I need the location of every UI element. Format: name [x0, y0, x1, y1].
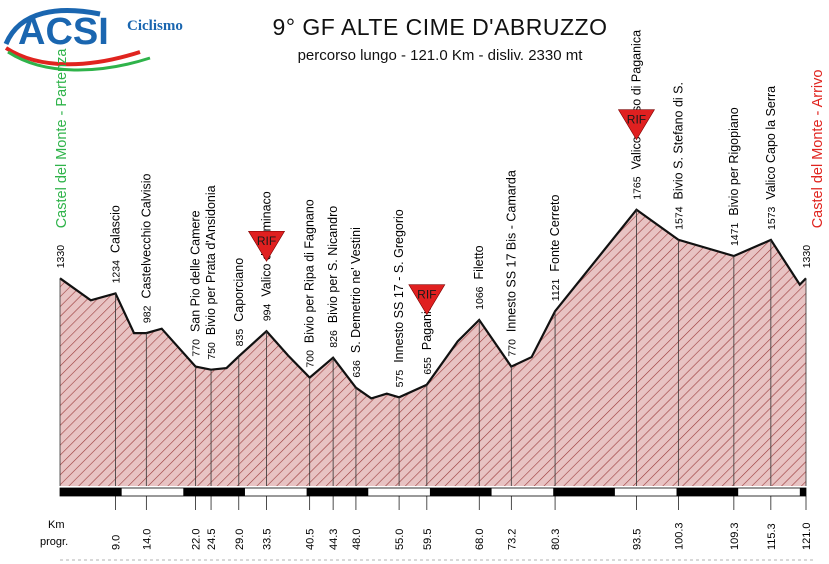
logo-tagline: Ciclismo — [127, 18, 183, 34]
waypoint-label: 1121Fonte Cerreto — [548, 194, 562, 301]
km-tick-label: 44.3 — [328, 529, 340, 550]
waypoint-label: 750Bivio per Prata d'Ansidonia — [204, 185, 218, 359]
scale-bar-segment — [183, 488, 245, 496]
km-tick-label: 121.0 — [801, 522, 813, 550]
waypoint-label: 655Paganica — [420, 298, 434, 375]
km-tick-label: 55.0 — [394, 529, 406, 550]
start-altitude: 1330 — [55, 245, 67, 269]
logo-swoosh-green — [7, 50, 151, 72]
waypoint-label: 1765Valico Fosso di Paganica — [629, 30, 643, 200]
logo-swoosh-red — [4, 46, 141, 67]
rif-label: RIF — [627, 113, 646, 127]
km-tick-label: 33.5 — [262, 529, 274, 550]
logo-text: ACSI — [18, 11, 109, 53]
finish-label: Castel del Monte - Arrivo — [810, 70, 826, 229]
rif-marker — [248, 230, 286, 262]
profile-area — [60, 209, 806, 486]
km-label: Km — [48, 519, 65, 531]
waypoint-label: 636S. Demetrio ne' Vestini — [349, 227, 363, 378]
scale-bar-segment — [306, 488, 369, 496]
km-tick-label: 22.0 — [191, 529, 203, 550]
logo-swoosh-blue — [3, 7, 101, 46]
scale-bar-segment — [553, 488, 615, 496]
finish-altitude: 1330 — [801, 245, 813, 269]
waypoint-label: 1234Calascio — [108, 205, 122, 283]
scale-bar-segment — [429, 488, 492, 496]
km-tick-label: 14.0 — [141, 529, 153, 550]
waypoint-label: 770Innesto SS 17 Bis - Camarda — [504, 170, 518, 356]
waypoint-label: 826Bivio per S. Nicandro — [326, 206, 340, 348]
waypoint-label: 982Castelvecchio Calvisio — [139, 173, 153, 323]
waypoint-label: 770San Pio delle Camere — [189, 210, 203, 356]
scale-bar-segment — [676, 488, 739, 496]
km-tick-label: 93.5 — [632, 529, 644, 550]
km-tick-label: 40.5 — [305, 529, 317, 550]
km-tick-label: 59.5 — [422, 529, 434, 550]
km-tick-label: 29.0 — [234, 529, 246, 550]
km-tick-label: 109.3 — [729, 523, 741, 551]
km-tick-label: 24.5 — [206, 529, 218, 550]
scale-bar-segment — [799, 488, 806, 496]
waypoint-label: 700Bivio per Ripa di Fagnano — [303, 199, 317, 367]
km-tick-label: 80.3 — [550, 529, 562, 550]
km-tick-label: 115.3 — [766, 523, 778, 550]
scale-bar-segment — [60, 488, 122, 496]
km-tick-label: 73.2 — [506, 529, 518, 550]
waypoint-label: 1574Bivio S. Stefano di S. — [671, 82, 685, 230]
rif-marker — [617, 109, 655, 141]
km-tick-label: 68.0 — [474, 529, 486, 550]
profile-line — [59, 208, 807, 400]
km-tick-label: 9.0 — [111, 535, 123, 550]
acsi-logo: ACSI Ciclismo — [3, 7, 183, 72]
waypoint-label: 1573Valico Capo la Serra — [764, 86, 778, 230]
rif-marker — [408, 284, 446, 316]
progr-label: progr. — [40, 536, 68, 548]
rif-label: RIF — [417, 288, 436, 302]
page-title: 9° GF ALTE CIME D'ABRUZZO — [272, 14, 608, 40]
page-subtitle: percorso lungo - 121.0 Km - disliv. 2330… — [297, 47, 583, 64]
waypoint-label: 835Caporciano — [232, 258, 246, 347]
rif-label: RIF — [257, 234, 276, 248]
waypoint-label: 1471Bivio per Rigopiano — [727, 107, 741, 246]
km-tick-label: 48.0 — [351, 529, 363, 550]
start-label: Castel del Monte - Partenza — [54, 48, 70, 229]
km-tick-label: 100.3 — [673, 522, 685, 550]
waypoint-label: 1066Filetto — [472, 245, 486, 309]
waypoint-label: 575Innesto SS 17 - S. Gregorio — [392, 209, 406, 387]
